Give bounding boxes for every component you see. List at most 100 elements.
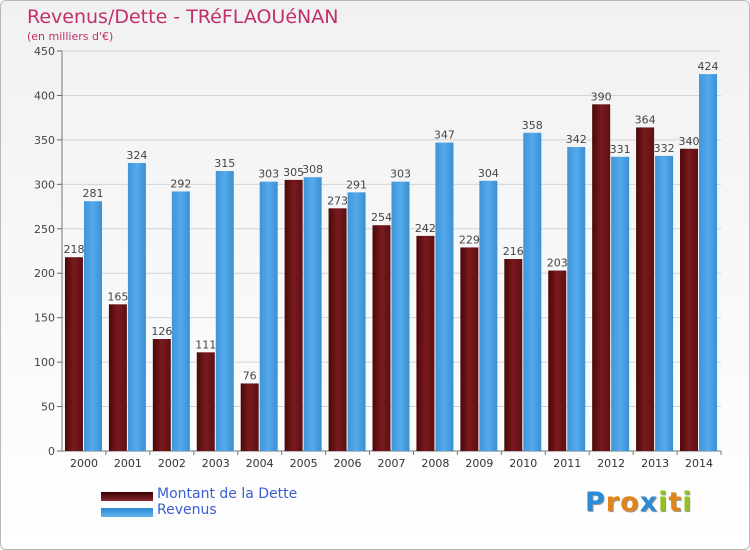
x-tick-label: 2012 (597, 457, 625, 470)
bar-dette (592, 104, 611, 451)
data-label-revenus: 347 (434, 129, 455, 142)
data-label-dette: 229 (459, 233, 480, 246)
chart-title: Revenus/Dette - TRéFLAOUéNAN (27, 6, 339, 28)
bar-chart: 0 50 100 150 200 250 300 350 400 450 218 281 2000 165… (34, 45, 722, 470)
chart-subtitle: (en milliers d'€) (27, 30, 114, 43)
data-label-revenus: 315 (214, 157, 235, 170)
data-label-revenus: 331 (610, 143, 631, 156)
bar-dette (636, 127, 655, 451)
bar-dette (328, 208, 347, 451)
data-label-revenus: 324 (126, 149, 147, 162)
bar-revenus (435, 142, 454, 452)
bar-dette (372, 225, 391, 451)
bar-revenus (171, 191, 190, 451)
x-tick-label: 2002 (158, 457, 186, 470)
x-tick-label: 2011 (553, 457, 581, 470)
y-tick-label: 400 (34, 89, 55, 102)
bar-revenus (523, 132, 542, 451)
x-tick-label: 2003 (202, 457, 230, 470)
bar-dette (680, 148, 699, 451)
y-tick-label: 100 (34, 356, 55, 369)
data-label-dette: 216 (503, 245, 524, 258)
bar-dette (64, 257, 83, 451)
legend-swatch-dette (101, 492, 153, 501)
x-tick-label: 2004 (246, 457, 274, 470)
x-tick-label: 2009 (465, 457, 493, 470)
bar-revenus (699, 74, 718, 451)
data-label-revenus: 308 (302, 163, 323, 176)
y-tick-label: 350 (34, 134, 55, 147)
bar-dette (240, 383, 259, 451)
bar-dette (416, 235, 435, 451)
data-label-dette: 305 (283, 166, 304, 179)
bar-revenus (347, 192, 366, 452)
bar-revenus (215, 171, 234, 451)
y-tick-label: 450 (34, 45, 55, 58)
x-tick-label: 2014 (685, 457, 713, 470)
data-label-dette: 126 (151, 325, 172, 338)
legend-label-revenus: Revenus (157, 502, 217, 518)
bar-dette (108, 304, 127, 451)
logo-letter: P (585, 487, 606, 518)
data-label-dette: 165 (107, 290, 128, 303)
data-label-revenus: 303 (258, 168, 279, 181)
data-label-revenus: 358 (522, 119, 543, 132)
bar-dette (460, 247, 479, 451)
bar-revenus (655, 155, 674, 451)
bar-dette (152, 339, 171, 451)
data-label-revenus: 332 (654, 142, 675, 155)
proxiti-logo: Proxiti (585, 487, 693, 518)
legend-swatch-revenus (101, 508, 153, 517)
bar-dette (548, 270, 567, 451)
data-label-dette: 273 (327, 194, 348, 207)
data-label-revenus: 303 (390, 168, 411, 181)
logo-letter: o (620, 487, 640, 518)
bar-dette (284, 179, 303, 451)
bar-revenus (83, 201, 102, 451)
bar-revenus (611, 156, 630, 451)
data-label-revenus: 342 (566, 133, 587, 146)
y-tick-label: 50 (41, 401, 55, 414)
bar-dette (504, 259, 523, 451)
logo-letter: r (605, 487, 621, 518)
x-tick-label: 2001 (114, 457, 142, 470)
bar-revenus (479, 180, 498, 451)
x-tick-label: 2010 (509, 457, 537, 470)
data-label-dette: 203 (547, 257, 568, 270)
x-tick-label: 2000 (70, 457, 98, 470)
logo-letter: x (639, 487, 659, 518)
data-label-dette: 76 (243, 369, 257, 382)
data-label-revenus: 281 (82, 187, 103, 200)
y-tick-label: 200 (34, 267, 55, 280)
logo-letter: t (668, 487, 683, 518)
data-label-dette: 111 (195, 338, 216, 351)
y-tick-label: 300 (34, 178, 55, 191)
data-label-dette: 364 (635, 113, 656, 126)
x-tick-label: 2006 (334, 457, 362, 470)
bar-revenus (259, 181, 278, 451)
data-label-dette: 254 (371, 211, 392, 224)
data-label-dette: 218 (63, 243, 84, 256)
y-tick-label: 150 (34, 312, 55, 325)
x-tick-label: 2005 (290, 457, 318, 470)
bar-revenus (391, 181, 410, 451)
legend-label-dette: Montant de la Dette (157, 486, 298, 502)
bar-revenus (567, 147, 586, 451)
data-label-dette: 390 (591, 90, 612, 103)
data-label-revenus: 292 (170, 177, 191, 190)
x-tick-label: 2007 (378, 457, 406, 470)
x-tick-label: 2013 (641, 457, 669, 470)
logo-letter: i (658, 487, 669, 518)
bar-revenus (303, 177, 322, 451)
bar-dette (196, 352, 215, 451)
bar-revenus (127, 163, 146, 451)
data-label-dette: 340 (679, 135, 700, 148)
y-tick-label: 250 (34, 223, 55, 236)
x-tick-label: 2008 (421, 457, 449, 470)
data-label-revenus: 291 (346, 178, 367, 191)
data-label-dette: 242 (415, 222, 436, 235)
y-tick-label: 0 (48, 445, 55, 458)
logo-letter: i (682, 487, 693, 518)
data-label-revenus: 424 (698, 60, 719, 73)
